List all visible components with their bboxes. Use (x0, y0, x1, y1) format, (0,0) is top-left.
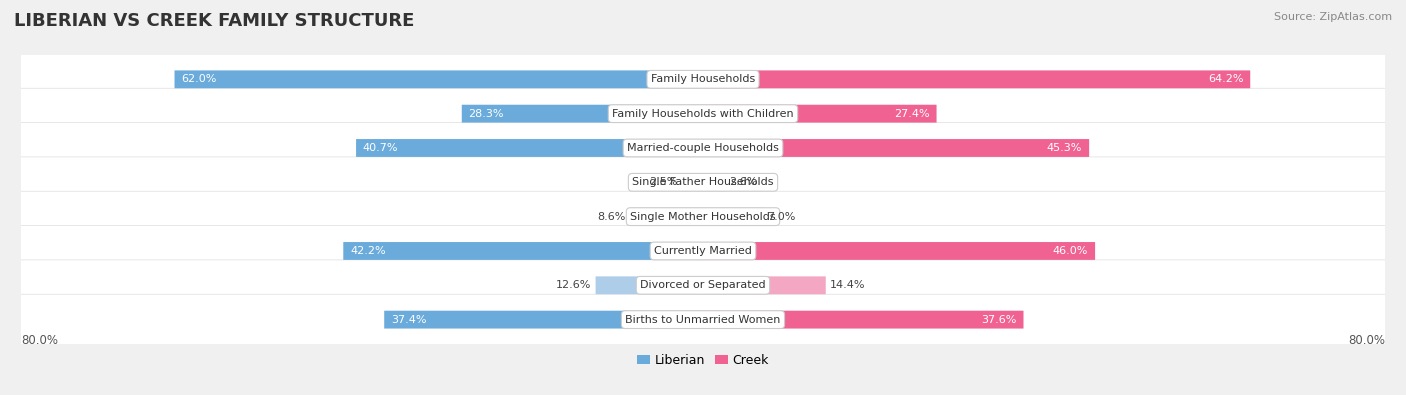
FancyBboxPatch shape (703, 311, 1024, 329)
FancyBboxPatch shape (703, 242, 1095, 260)
FancyBboxPatch shape (630, 208, 703, 226)
FancyBboxPatch shape (174, 70, 703, 88)
Text: 40.7%: 40.7% (363, 143, 398, 153)
Text: Source: ZipAtlas.com: Source: ZipAtlas.com (1274, 12, 1392, 22)
FancyBboxPatch shape (14, 88, 1392, 139)
Text: 12.6%: 12.6% (555, 280, 592, 290)
Text: Family Households with Children: Family Households with Children (612, 109, 794, 118)
FancyBboxPatch shape (703, 173, 725, 191)
FancyBboxPatch shape (14, 122, 1392, 173)
FancyBboxPatch shape (703, 139, 1090, 157)
Text: Births to Unmarried Women: Births to Unmarried Women (626, 315, 780, 325)
Text: 42.2%: 42.2% (350, 246, 385, 256)
Text: Family Households: Family Households (651, 74, 755, 84)
Text: 45.3%: 45.3% (1047, 143, 1083, 153)
Text: 2.6%: 2.6% (730, 177, 758, 187)
FancyBboxPatch shape (343, 242, 703, 260)
Text: 14.4%: 14.4% (830, 280, 866, 290)
FancyBboxPatch shape (703, 105, 936, 122)
Text: 2.5%: 2.5% (650, 177, 678, 187)
FancyBboxPatch shape (356, 139, 703, 157)
Text: 80.0%: 80.0% (21, 335, 58, 348)
Text: Married-couple Households: Married-couple Households (627, 143, 779, 153)
FancyBboxPatch shape (14, 191, 1392, 242)
Text: Single Mother Households: Single Mother Households (630, 212, 776, 222)
Text: 62.0%: 62.0% (181, 74, 217, 84)
FancyBboxPatch shape (14, 260, 1392, 311)
Text: 64.2%: 64.2% (1208, 74, 1243, 84)
FancyBboxPatch shape (384, 311, 703, 329)
FancyBboxPatch shape (14, 157, 1392, 208)
FancyBboxPatch shape (14, 226, 1392, 276)
Text: 27.4%: 27.4% (894, 109, 929, 118)
FancyBboxPatch shape (596, 276, 703, 294)
Text: 37.6%: 37.6% (981, 315, 1017, 325)
Text: 46.0%: 46.0% (1053, 246, 1088, 256)
Text: 8.6%: 8.6% (598, 212, 626, 222)
Text: Currently Married: Currently Married (654, 246, 752, 256)
Text: Divorced or Separated: Divorced or Separated (640, 280, 766, 290)
Text: 7.0%: 7.0% (766, 212, 796, 222)
FancyBboxPatch shape (703, 70, 1250, 88)
FancyBboxPatch shape (461, 105, 703, 122)
Text: Single Father Households: Single Father Households (633, 177, 773, 187)
FancyBboxPatch shape (682, 173, 703, 191)
Text: LIBERIAN VS CREEK FAMILY STRUCTURE: LIBERIAN VS CREEK FAMILY STRUCTURE (14, 12, 415, 30)
FancyBboxPatch shape (14, 294, 1392, 345)
Legend: Liberian, Creek: Liberian, Creek (633, 349, 773, 372)
FancyBboxPatch shape (14, 54, 1392, 105)
FancyBboxPatch shape (703, 276, 825, 294)
Text: 28.3%: 28.3% (468, 109, 505, 118)
Text: 80.0%: 80.0% (1348, 335, 1385, 348)
Text: 37.4%: 37.4% (391, 315, 426, 325)
FancyBboxPatch shape (703, 208, 762, 226)
